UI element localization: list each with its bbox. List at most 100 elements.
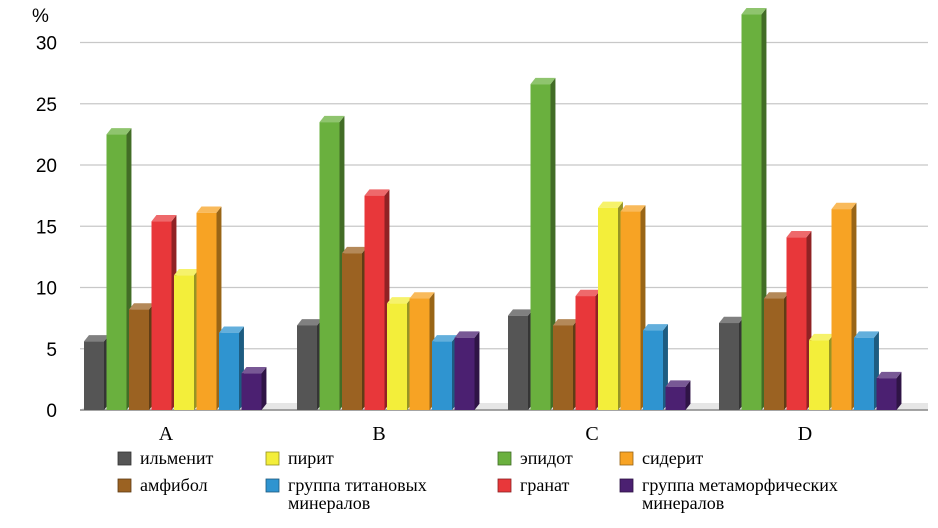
x-tick-label: A bbox=[159, 423, 174, 445]
legend-swatch bbox=[265, 478, 280, 493]
legend-swatch bbox=[265, 451, 280, 466]
bar-front bbox=[409, 298, 430, 410]
bar-front bbox=[174, 275, 194, 410]
x-tick-label: B bbox=[372, 423, 385, 445]
legend-swatch bbox=[619, 451, 634, 466]
bar bbox=[508, 309, 533, 410]
bar-top bbox=[508, 309, 533, 316]
bar-top bbox=[553, 319, 578, 326]
legend-swatch bbox=[497, 478, 512, 493]
legend-item: ильменит bbox=[117, 448, 213, 468]
bar-front bbox=[598, 207, 618, 410]
bar-top bbox=[174, 268, 199, 276]
legend-label: группа титановых bbox=[288, 475, 427, 495]
bar-front bbox=[219, 332, 239, 410]
bar-front bbox=[364, 195, 385, 410]
bar-front bbox=[151, 221, 172, 410]
x-axis: A B C D bbox=[159, 423, 812, 445]
legend-label: эпидот bbox=[520, 448, 573, 468]
bar bbox=[342, 246, 367, 410]
legend-label: амфибол bbox=[140, 475, 208, 495]
bar bbox=[297, 319, 322, 410]
bar-front bbox=[241, 373, 262, 410]
bar bbox=[764, 292, 789, 410]
legend-item: амфибол bbox=[117, 475, 208, 495]
bar-top bbox=[297, 319, 322, 326]
x-tick-label: D bbox=[798, 423, 812, 445]
bar-front bbox=[741, 14, 762, 410]
bar-top bbox=[575, 289, 601, 297]
bar-front bbox=[106, 134, 127, 410]
bar bbox=[387, 297, 412, 410]
bar-top bbox=[831, 202, 857, 210]
bar bbox=[575, 289, 601, 410]
bar-front bbox=[454, 337, 475, 410]
bar-front bbox=[387, 303, 407, 410]
y-axis-label: % bbox=[32, 6, 49, 27]
bar bbox=[129, 303, 154, 410]
bar-front bbox=[809, 340, 829, 410]
bar-side bbox=[896, 371, 902, 410]
legend-swatch bbox=[497, 451, 512, 466]
bar-side bbox=[474, 331, 480, 410]
bar-front bbox=[553, 325, 573, 410]
bar-front bbox=[764, 298, 784, 410]
bar-top bbox=[741, 8, 767, 15]
legend-swatch bbox=[117, 478, 132, 493]
bar bbox=[719, 316, 744, 410]
bar-top bbox=[196, 206, 222, 213]
bar-top bbox=[409, 292, 435, 299]
bar-top bbox=[854, 331, 879, 338]
bar-top bbox=[719, 316, 744, 324]
bar-front bbox=[530, 84, 551, 411]
bar-top bbox=[364, 189, 390, 196]
bar-top bbox=[454, 331, 480, 338]
bar-side bbox=[261, 366, 267, 410]
bar-front bbox=[854, 337, 874, 410]
bar-top bbox=[598, 201, 623, 208]
y-tick-label: 25 bbox=[36, 95, 57, 116]
legend-label: сидерит bbox=[642, 448, 703, 468]
bar-top bbox=[665, 380, 691, 387]
y-axis: 0 5 10 15 20 25 30 bbox=[36, 34, 57, 423]
x-tick-label: C bbox=[585, 423, 598, 445]
bar-front bbox=[786, 237, 807, 410]
bar-top bbox=[764, 292, 789, 299]
bar bbox=[665, 380, 691, 410]
bar bbox=[643, 324, 668, 410]
bar-top bbox=[432, 335, 457, 342]
bar bbox=[809, 333, 834, 410]
bar-front bbox=[508, 315, 528, 410]
bar-top bbox=[786, 230, 812, 238]
bar bbox=[598, 201, 623, 410]
legend-label: ильменит bbox=[140, 448, 213, 468]
bar-top bbox=[620, 205, 646, 212]
bars bbox=[84, 8, 902, 411]
bar-top bbox=[530, 77, 556, 85]
legend-item: гранат bbox=[497, 475, 570, 495]
bar-top bbox=[809, 333, 834, 341]
bar-top bbox=[219, 326, 244, 333]
bar-front bbox=[129, 309, 149, 410]
bar bbox=[219, 326, 244, 410]
bar-top bbox=[387, 297, 412, 304]
bar bbox=[854, 331, 879, 410]
bar bbox=[174, 268, 199, 410]
floor-plane bbox=[80, 403, 928, 410]
bar-front bbox=[342, 253, 362, 410]
legend-item: эпидот bbox=[497, 448, 573, 468]
bar-top bbox=[319, 115, 345, 123]
bar bbox=[319, 115, 345, 410]
legend-item: пирит bbox=[265, 448, 334, 468]
bar bbox=[741, 8, 767, 411]
bar bbox=[196, 206, 222, 410]
bar bbox=[364, 189, 390, 410]
bar bbox=[831, 202, 857, 410]
bar-top bbox=[876, 371, 902, 379]
legend-label: гранат bbox=[520, 475, 570, 495]
legend-label: минералов bbox=[642, 493, 724, 513]
legend-label: группа метаморфических bbox=[642, 475, 838, 495]
legend-label: минералов bbox=[288, 493, 370, 513]
